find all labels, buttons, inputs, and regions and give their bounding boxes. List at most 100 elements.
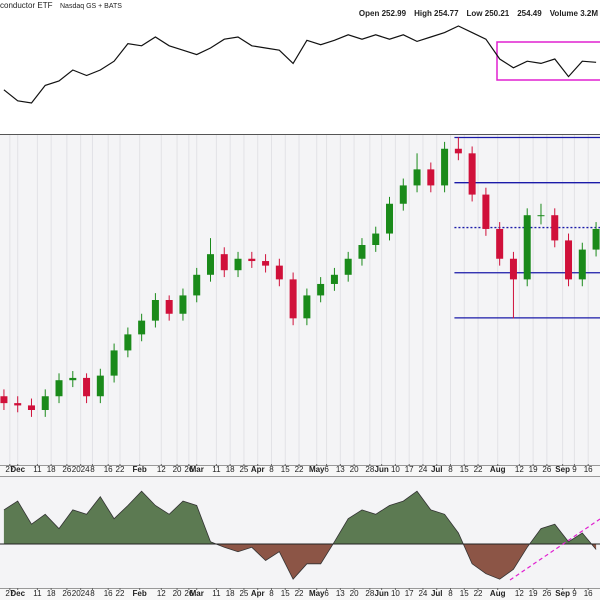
area-outline: [3, 490, 597, 580]
x-tick-label: 19: [529, 465, 538, 474]
x-tick-label: 2024: [72, 465, 90, 474]
quote-item: 254.49: [517, 9, 542, 18]
x-tick-label: 12: [515, 465, 524, 474]
x-tick-label: 20: [173, 465, 182, 474]
x-tick-label: Feb: [133, 589, 147, 598]
candle-body: [468, 153, 476, 195]
candle: [262, 254, 270, 273]
candle: [372, 226, 380, 252]
x-tick-label: 19: [529, 589, 538, 598]
x-tick-label: 12: [157, 465, 166, 474]
x-tick-label: 22: [116, 465, 125, 474]
x-tick-label: 16: [584, 589, 593, 598]
candle: [578, 242, 586, 287]
candle: [289, 272, 297, 326]
candle-body: [523, 215, 531, 280]
candle: [275, 258, 283, 287]
x-tick-label: 10: [391, 589, 400, 598]
candle-body: [69, 377, 77, 381]
x-tick-label: 10: [391, 465, 400, 474]
candle-body: [0, 396, 8, 404]
candle-body: [14, 403, 22, 406]
x-tick-label: 20: [173, 589, 182, 598]
candle-body: [262, 261, 270, 266]
candle: [317, 277, 325, 303]
x-tick-label: 15: [281, 589, 290, 598]
candle: [454, 137, 462, 161]
x-tick-label: 26: [184, 465, 193, 474]
candle-body: [441, 148, 449, 186]
x-tick-label: 8: [90, 465, 95, 474]
x-tick-label: 27: [5, 465, 14, 474]
quote-item: Low 250.21: [467, 9, 510, 18]
candle-body: [509, 258, 517, 280]
x-tick-label: 15: [281, 465, 290, 474]
candle: [151, 293, 159, 328]
x-tick-label: Feb: [133, 465, 147, 474]
candle-body: [427, 169, 435, 186]
candle-body: [275, 265, 283, 280]
x-tick-label: 16: [584, 465, 593, 474]
exchange: Nasdaq GS + BATS: [60, 3, 122, 10]
x-tick-label: 8: [448, 589, 453, 598]
x-tick-label: 26: [62, 465, 71, 474]
candle: [138, 313, 146, 342]
candle: [83, 373, 91, 404]
candle-body: [358, 245, 366, 259]
x-tick-label: 25: [239, 465, 248, 474]
candle: [0, 389, 8, 410]
price-panel: [0, 135, 600, 466]
candle: [27, 398, 35, 417]
candle-body: [55, 380, 63, 397]
x-tick-label: 28: [365, 465, 374, 474]
candle: [96, 368, 104, 404]
candle: [55, 373, 63, 404]
candle-body: [537, 215, 545, 217]
candle: [399, 178, 407, 211]
x-tick-label: 11: [212, 465, 221, 474]
candle: [358, 238, 366, 266]
x-tick-label: Aug: [490, 589, 506, 598]
x-tick-label: Jun: [375, 465, 389, 474]
candle-body: [372, 233, 380, 245]
x-tick-label: Jun: [375, 589, 389, 598]
x-tick-label: 8: [269, 465, 274, 474]
candle: [179, 288, 187, 321]
candle-body: [234, 258, 242, 271]
x-tick-label: 11: [33, 589, 42, 598]
candle-body: [592, 228, 600, 250]
x-tick-label: 2024: [72, 589, 90, 598]
candle-body: [248, 258, 256, 262]
candle: [110, 343, 118, 383]
candle: [330, 267, 338, 291]
candle-body: [330, 274, 338, 284]
x-tick-label: 22: [295, 465, 304, 474]
x-tick-label: 11: [212, 589, 221, 598]
candle-body: [454, 148, 462, 154]
candle: [509, 251, 517, 319]
candle: [344, 251, 352, 282]
x-tick-label: 22: [474, 589, 483, 598]
x-tick-label: May: [309, 465, 325, 474]
candle-body: [565, 240, 573, 280]
candle: [248, 251, 256, 268]
candle-body: [206, 254, 214, 275]
x-tick-label: Mar: [190, 465, 204, 474]
x-tick-label: 15: [460, 465, 469, 474]
highlight-box: [496, 41, 600, 81]
candle-body: [96, 375, 104, 397]
candle-body: [386, 203, 394, 234]
x-tick-label: 26: [542, 589, 551, 598]
x-tick-label: 16: [104, 589, 113, 598]
quote-item: High 254.77: [414, 9, 459, 18]
candle: [206, 238, 214, 282]
candle-body: [413, 169, 421, 186]
x-tick-label: 9: [572, 589, 577, 598]
x-tick-label: 6: [324, 589, 329, 598]
candle-body: [165, 300, 173, 314]
candle: [14, 396, 22, 413]
x-tick-label: Jul: [431, 465, 443, 474]
x-tick-label: Aug: [490, 465, 506, 474]
